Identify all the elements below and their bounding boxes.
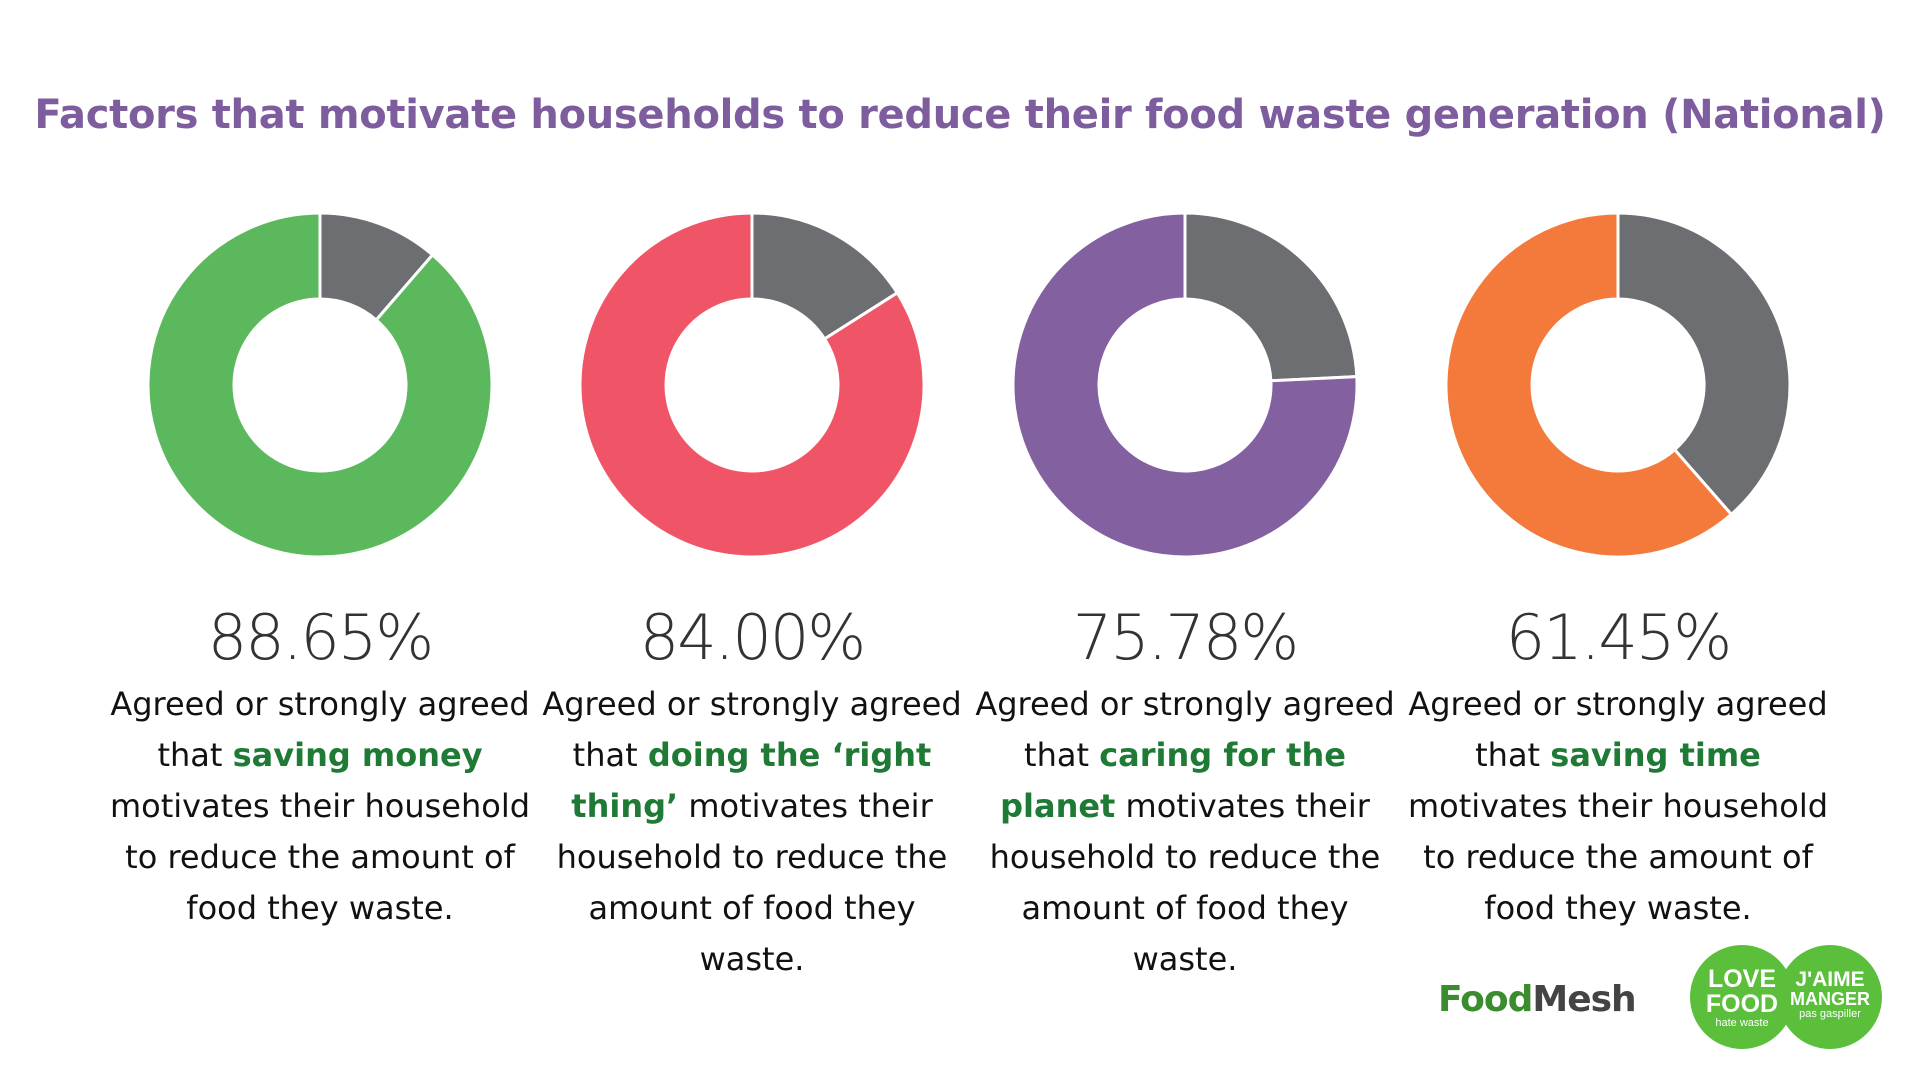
description-post: motivates their household to reduce the …: [556, 787, 948, 978]
donut-chart-1: [146, 211, 494, 559]
chart-column-3: 75.78% Agreed or strongly agreed that car…: [970, 205, 1400, 985]
description-text: Agreed or strongly agreed that doing the…: [537, 679, 967, 985]
donut-slice-agreed: [1011, 211, 1359, 559]
percentage-label: 61.45%: [1505, 601, 1732, 674]
logos: FoodMesh LOVE FOOD hate waste J'AIME MAN…: [1420, 945, 1900, 1065]
description-pre: Agreed or strongly agreed that: [975, 685, 1395, 774]
donut-chart-4: [1444, 211, 1792, 559]
donut-chart-2: [578, 211, 926, 559]
percentage-label: 75.78%: [1072, 601, 1299, 674]
description-pre: Agreed or strongly agreed that: [542, 685, 962, 774]
description-text: Agreed or strongly agreed that caring fo…: [970, 679, 1400, 985]
jaime-manger-logo: J'AIME MANGER pas gaspiller: [1778, 945, 1882, 1049]
description-post: motivates their household to reduce the …: [1407, 787, 1829, 927]
description-pre: Agreed or strongly agreed that: [1408, 685, 1828, 774]
love-food-hate-waste-logo: LOVE FOOD hate waste: [1690, 945, 1794, 1049]
description-text: Agreed or strongly agreed that saving mo…: [105, 679, 535, 934]
description-text: Agreed or strongly agreed that saving ti…: [1403, 679, 1833, 934]
donut-slice-agreed: [146, 211, 494, 559]
description-highlight: saving time: [1550, 736, 1761, 774]
chart-title: Factors that motivate households to redu…: [34, 92, 1886, 138]
description-highlight: saving money: [232, 736, 483, 774]
donut-slice-other: [1183, 211, 1359, 383]
percentage-label: 88.65%: [207, 601, 434, 674]
donut-chart-3: [1011, 211, 1359, 559]
donut-slice-agreed: [1444, 211, 1734, 559]
donut-slice-other: [1616, 211, 1792, 517]
description-highlight: caring for the planet: [1000, 736, 1346, 825]
chart-column-2: 84.00% Agreed or strongly agreed that doi…: [537, 205, 967, 985]
foodmesh-logo: FoodMesh: [1438, 979, 1637, 1020]
description-post: motivates their household to reduce the …: [109, 787, 531, 927]
donut-slice-agreed: [578, 211, 926, 559]
description-highlight: doing the ‘right thing’: [571, 736, 932, 825]
chart-column-1: 88.65% Agreed or strongly agreed that sav…: [105, 205, 535, 934]
description-post: motivates their household to reduce the …: [989, 787, 1381, 978]
chart-column-4: 61.45% Agreed or strongly agreed that sav…: [1403, 205, 1833, 934]
description-pre: Agreed or strongly agreed that: [110, 685, 530, 774]
percentage-label: 84.00%: [639, 601, 866, 674]
